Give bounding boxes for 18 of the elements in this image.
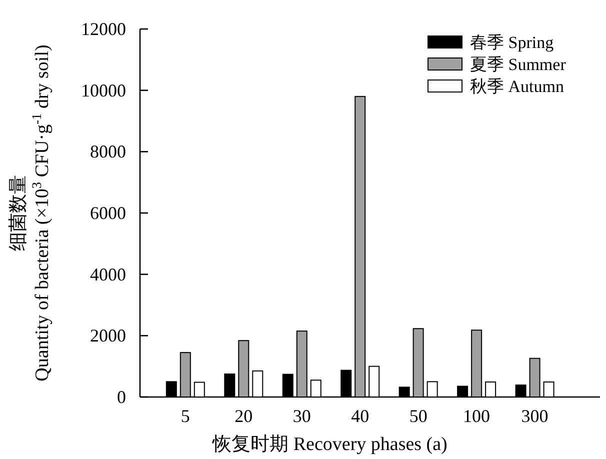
y-tick-label: 0 — [117, 387, 126, 407]
legend-label: 夏季 Summer — [470, 55, 566, 74]
y-tick-label: 10000 — [81, 80, 126, 100]
y-tick-label: 12000 — [81, 19, 126, 39]
y-tick-label: 2000 — [90, 326, 126, 346]
x-tick-label: 20 — [234, 406, 253, 426]
x-tick-label: 50 — [409, 406, 428, 426]
x-tick-label: 30 — [292, 406, 311, 426]
y-tick-label: 8000 — [90, 142, 126, 162]
x-tick-label: 100 — [463, 406, 490, 426]
x-tick-label: 5 — [180, 406, 190, 426]
legend-label: 春季 Spring — [470, 33, 554, 52]
y-tick-label: 4000 — [90, 264, 126, 284]
legend-label: 秋季 Autumn — [470, 77, 564, 96]
x-tick-label: 40 — [351, 406, 370, 426]
x-axis-title: 恢复时期 Recovery phases (a) — [212, 434, 448, 455]
x-tick-label: 300 — [521, 406, 548, 426]
y-tick-label: 6000 — [90, 203, 126, 223]
